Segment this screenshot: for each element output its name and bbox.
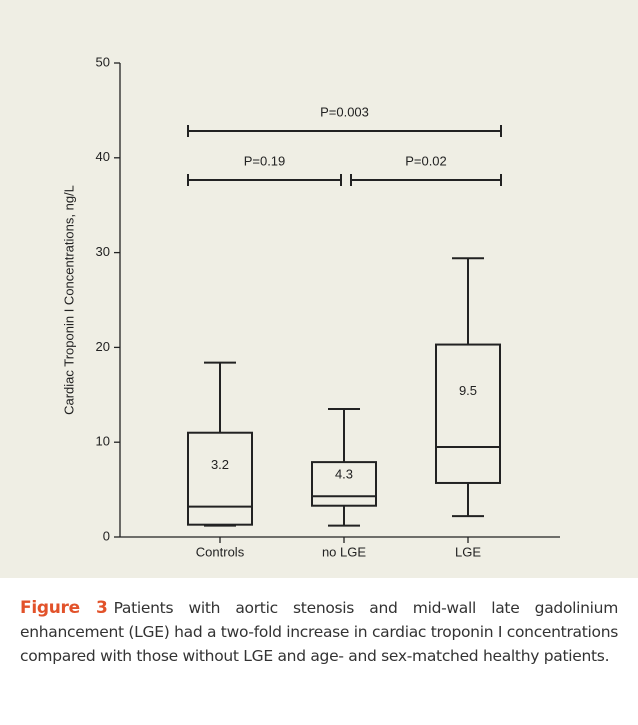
y-tick-label: 40: [96, 149, 110, 164]
median-label: 3.2: [211, 457, 229, 472]
y-tick-label: 10: [96, 434, 110, 449]
caption-text: Patients with aortic stenosis and mid-wa…: [20, 599, 618, 665]
y-tick-label: 0: [103, 528, 110, 543]
y-tick-label: 30: [96, 244, 110, 259]
median-label: 4.3: [335, 467, 353, 482]
p-value: P=0.003: [320, 104, 369, 119]
x-tick-label: Controls: [196, 544, 245, 559]
box: [435, 343, 501, 484]
box: [311, 461, 377, 507]
x-tick-label: no LGE: [322, 544, 366, 559]
caption-label: Figure 3: [20, 598, 108, 618]
y-tick-label: 50: [96, 54, 110, 69]
y-tick-label: 20: [96, 339, 110, 354]
chart: Cardiac Troponin I Concentrations, ng/L …: [0, 0, 638, 578]
caption: Figure 3 Patients with aortic stenosis an…: [20, 596, 618, 668]
x-tick-label: LGE: [455, 544, 481, 559]
y-axis-label: Cardiac Troponin I Concentrations, ng/L: [61, 185, 76, 415]
p-value: P=0.02: [405, 153, 447, 168]
median-label: 9.5: [459, 383, 477, 398]
p-value: P=0.19: [244, 153, 286, 168]
box: [187, 431, 253, 526]
chart-background: [0, 0, 638, 578]
